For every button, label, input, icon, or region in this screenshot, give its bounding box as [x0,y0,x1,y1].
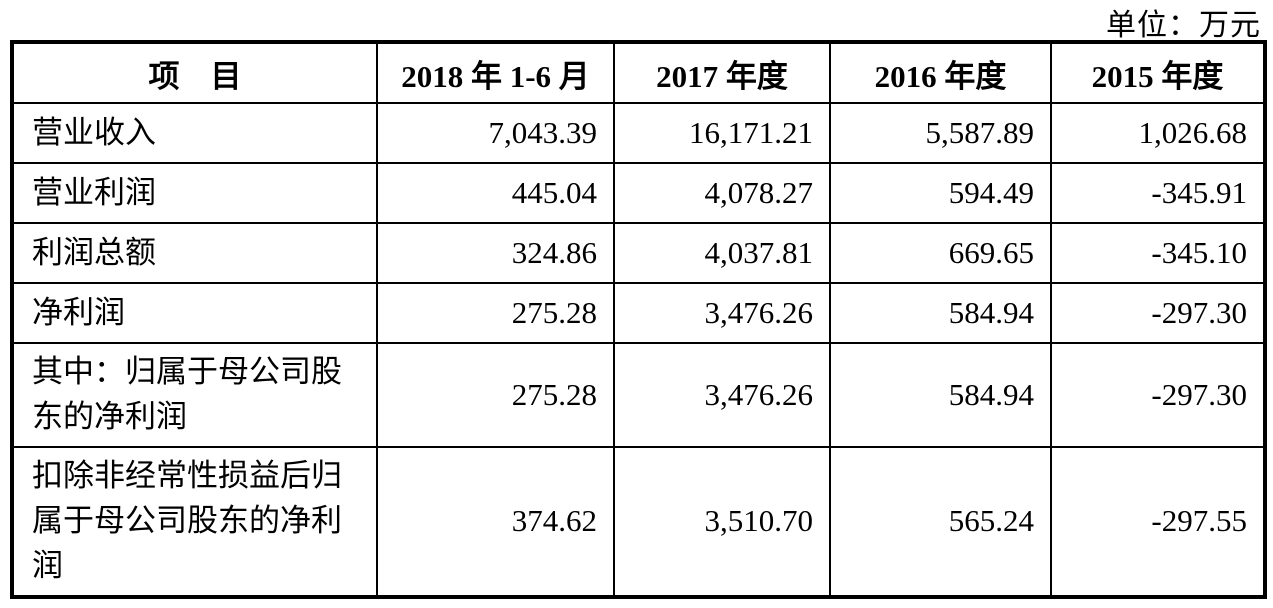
table-row: 扣除非经常性损益后归属于母公司股东的净利润 374.62 3,510.70 56… [11,445,1266,598]
table-row: 利润总额 324.86 4,037.81 669.65 -345.10 [11,222,1266,284]
value-cell: 594.49 [829,162,1052,224]
item-cell: 其中：归属于母公司股东的净利润 [11,342,378,448]
value-cell: 374.62 [376,445,615,598]
value-cell: 565.24 [829,445,1052,598]
table-header-row: 项 目 2018 年 1-6 月 2017 年度 2016 年度 2015 年度 [11,41,1266,104]
unit-label: 单位：万元 [1106,9,1261,42]
table-row: 营业利润 445.04 4,078.27 594.49 -345.91 [11,162,1266,224]
header-2017: 2017 年度 [613,41,831,104]
value-cell: 4,037.81 [613,222,831,284]
header-2015: 2015 年度 [1050,41,1266,104]
value-cell: 5,587.89 [829,102,1052,164]
item-cell: 营业利润 [11,162,378,224]
value-cell: 3,510.70 [613,445,831,598]
value-cell: -297.55 [1050,445,1266,598]
header-item: 项 目 [11,41,378,104]
value-cell: -297.30 [1050,342,1266,448]
table-row: 其中：归属于母公司股东的净利润 275.28 3,476.26 584.94 -… [11,342,1266,448]
header-2016: 2016 年度 [829,41,1052,104]
item-cell: 营业收入 [11,102,378,164]
value-cell: 16,171.21 [613,102,831,164]
financial-summary-table: 项 目 2018 年 1-6 月 2017 年度 2016 年度 2015 年度… [10,40,1267,599]
item-cell: 扣除非经常性损益后归属于母公司股东的净利润 [11,445,378,598]
item-cell: 净利润 [11,282,378,344]
value-cell: 3,476.26 [613,342,831,448]
value-cell: 275.28 [376,342,615,448]
value-cell: 1,026.68 [1050,102,1266,164]
value-cell: 324.86 [376,222,615,284]
item-cell: 利润总额 [11,222,378,284]
table-row: 营业收入 7,043.39 16,171.21 5,587.89 1,026.6… [11,102,1266,164]
value-cell: 445.04 [376,162,615,224]
value-cell: 3,476.26 [613,282,831,344]
value-cell: -297.30 [1050,282,1266,344]
value-cell: 669.65 [829,222,1052,284]
value-cell: 584.94 [829,342,1052,448]
value-cell: 584.94 [829,282,1052,344]
header-2018-h1: 2018 年 1-6 月 [376,41,615,104]
value-cell: -345.91 [1050,162,1266,224]
value-cell: 7,043.39 [376,102,615,164]
table-row: 净利润 275.28 3,476.26 584.94 -297.30 [11,282,1266,344]
value-cell: 4,078.27 [613,162,831,224]
value-cell: -345.10 [1050,222,1266,284]
value-cell: 275.28 [376,282,615,344]
